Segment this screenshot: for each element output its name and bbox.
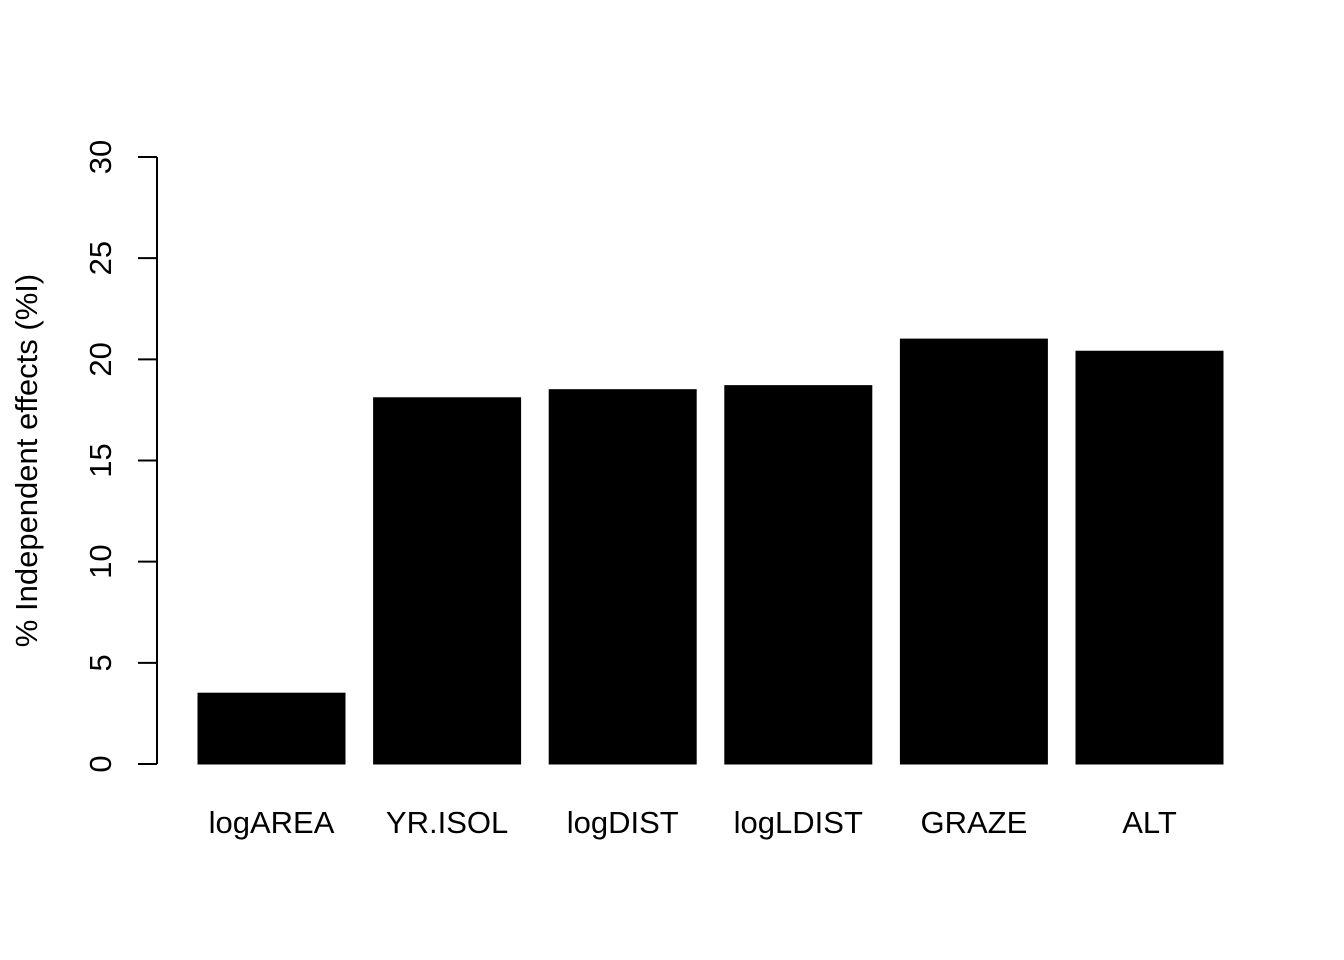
x-label-logdist: logDIST — [567, 805, 679, 840]
bar-alt — [1075, 350, 1224, 765]
x-category-labels: logAREA YR.ISOL logDIST logLDIST GRAZE ALT — [209, 805, 1177, 840]
bar-graze — [899, 338, 1048, 765]
y-tick-label-15: 15 — [83, 443, 118, 477]
x-label-logarea: logAREA — [209, 805, 335, 840]
x-label-logldist: logLDIST — [734, 805, 863, 840]
y-tick-label-30: 30 — [83, 140, 118, 174]
bar-logldist — [724, 385, 873, 765]
bar-yr-isol — [373, 397, 522, 765]
y-tick-label-10: 10 — [83, 544, 118, 578]
x-label-alt: ALT — [1122, 805, 1177, 840]
bars-group — [197, 338, 1224, 765]
x-label-graze: GRAZE — [921, 805, 1028, 840]
y-tick-label-5: 5 — [83, 654, 118, 671]
y-axis: 0 5 10 15 20 25 30 — [83, 140, 158, 773]
y-tick-label-0: 0 — [83, 755, 118, 772]
y-tick-label-20: 20 — [83, 342, 118, 376]
y-tick-label-25: 25 — [83, 241, 118, 275]
y-ticks: 0 5 10 15 20 25 30 — [83, 140, 157, 773]
bar-logdist — [548, 389, 697, 765]
x-label-yr-isol: YR.ISOL — [386, 805, 508, 840]
y-axis-title: % Independent effects (%I) — [9, 274, 44, 647]
bar-logarea — [197, 692, 346, 765]
